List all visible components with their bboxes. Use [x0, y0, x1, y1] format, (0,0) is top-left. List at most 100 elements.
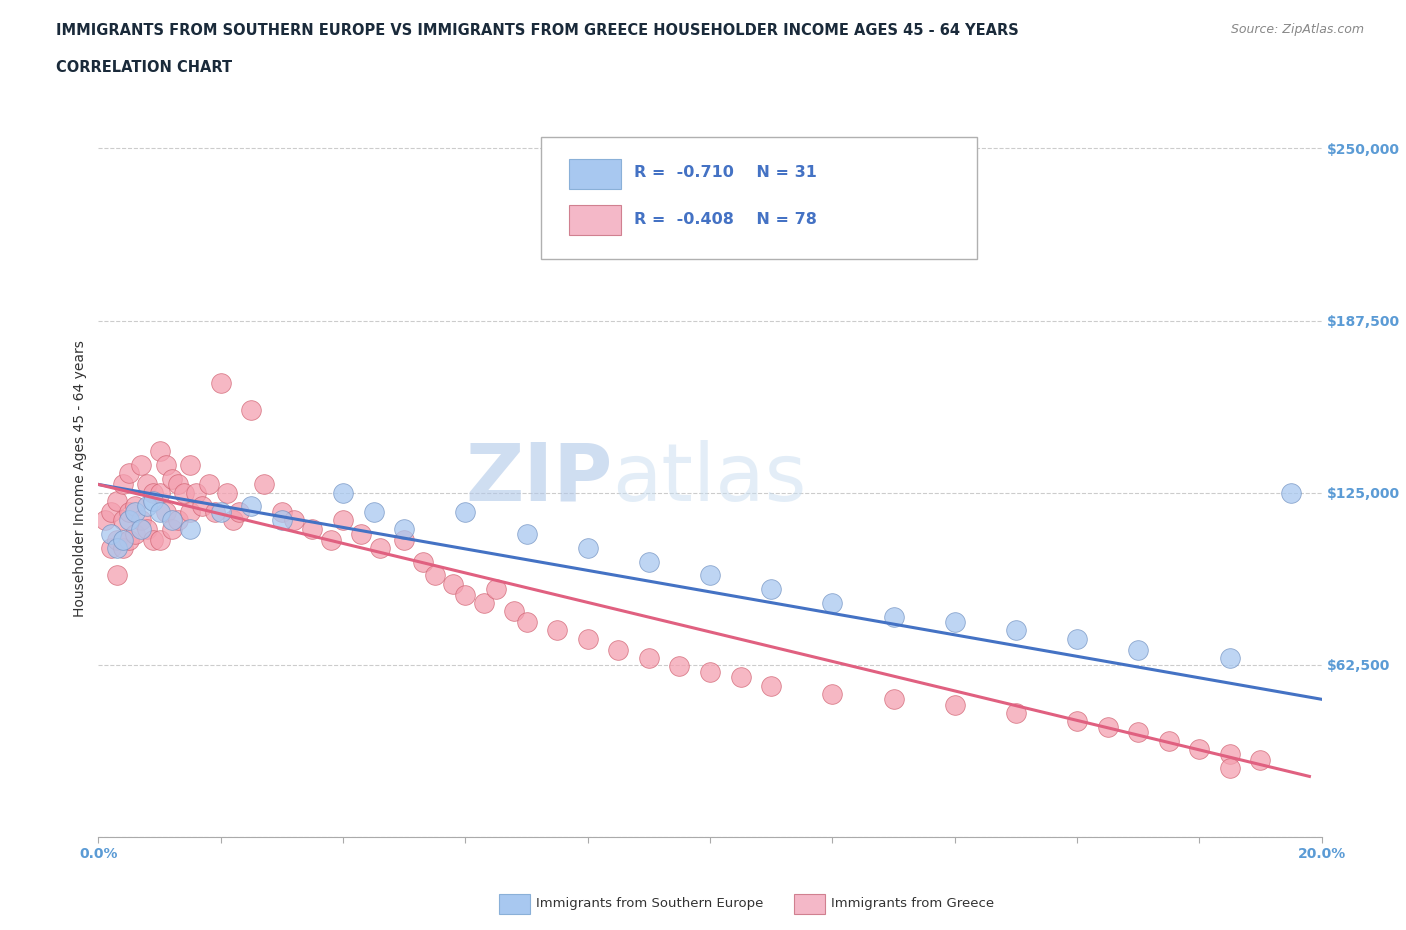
- Text: CORRELATION CHART: CORRELATION CHART: [56, 60, 232, 75]
- Point: [105, 540, 128, 555]
- Point: [111, 512, 134, 527]
- Point: [441, 577, 464, 591]
- Point: [821, 595, 844, 610]
- Point: [167, 512, 190, 527]
- Point: [730, 670, 752, 684]
- Point: [1279, 485, 1302, 500]
- Point: [943, 615, 966, 630]
- Point: [209, 505, 232, 520]
- Text: Source: ZipAtlas.com: Source: ZipAtlas.com: [1230, 23, 1364, 36]
- Point: [222, 512, 245, 527]
- Point: [759, 678, 782, 693]
- Point: [179, 521, 201, 536]
- Point: [155, 458, 177, 472]
- Point: [423, 568, 446, 583]
- Point: [516, 615, 538, 630]
- Point: [160, 472, 183, 486]
- Point: [105, 494, 128, 509]
- Point: [111, 532, 134, 547]
- Point: [485, 581, 508, 596]
- Text: IMMIGRANTS FROM SOUTHERN EUROPE VS IMMIGRANTS FROM GREECE HOUSEHOLDER INCOME AGE: IMMIGRANTS FROM SOUTHERN EUROPE VS IMMIG…: [56, 23, 1019, 38]
- Point: [191, 499, 214, 514]
- Point: [392, 521, 416, 536]
- Point: [270, 505, 292, 520]
- Point: [759, 581, 782, 596]
- Point: [118, 505, 141, 520]
- Point: [1157, 733, 1180, 748]
- Point: [100, 526, 122, 541]
- Point: [503, 604, 526, 618]
- Point: [149, 532, 172, 547]
- Point: [118, 512, 141, 527]
- Point: [129, 512, 152, 527]
- Point: [368, 540, 391, 555]
- Point: [155, 505, 177, 520]
- Point: [142, 494, 165, 509]
- Point: [215, 485, 238, 500]
- Point: [136, 477, 159, 492]
- Point: [699, 664, 721, 679]
- Point: [173, 485, 195, 500]
- Point: [179, 458, 201, 472]
- Point: [332, 512, 354, 527]
- Point: [124, 505, 146, 520]
- Point: [240, 403, 263, 418]
- Point: [160, 521, 183, 536]
- Point: [142, 485, 165, 500]
- Point: [1004, 623, 1026, 638]
- Point: [1219, 747, 1241, 762]
- Bar: [569, 159, 620, 189]
- Point: [105, 568, 128, 583]
- Point: [668, 658, 690, 673]
- Text: ZIP: ZIP: [465, 440, 612, 518]
- Text: Immigrants from Southern Europe: Immigrants from Southern Europe: [536, 897, 763, 910]
- Point: [454, 587, 477, 602]
- Point: [204, 505, 226, 520]
- Point: [472, 595, 495, 610]
- Point: [637, 651, 661, 666]
- Point: [118, 466, 141, 481]
- Point: [129, 458, 152, 472]
- Point: [1128, 724, 1150, 739]
- Point: [1249, 752, 1271, 767]
- Point: [240, 499, 263, 514]
- Point: [1188, 741, 1211, 756]
- Point: [100, 505, 122, 520]
- Point: [821, 686, 844, 701]
- Point: [301, 521, 323, 536]
- Point: [883, 609, 905, 624]
- Point: [546, 623, 568, 638]
- Point: [576, 540, 599, 555]
- Point: [1097, 720, 1119, 735]
- Point: [100, 540, 122, 555]
- Point: [1219, 761, 1241, 776]
- Point: [111, 477, 134, 492]
- Point: [454, 505, 477, 520]
- Point: [1128, 643, 1150, 658]
- Point: [105, 532, 128, 547]
- Point: [149, 485, 172, 500]
- Point: [179, 505, 201, 520]
- Point: [350, 526, 373, 541]
- Point: [516, 526, 538, 541]
- Point: [149, 444, 172, 458]
- Point: [93, 512, 115, 527]
- Point: [1066, 631, 1088, 646]
- Point: [209, 375, 232, 390]
- Text: Immigrants from Greece: Immigrants from Greece: [831, 897, 994, 910]
- Point: [124, 526, 146, 541]
- Point: [160, 512, 183, 527]
- Point: [637, 554, 661, 569]
- Point: [1004, 706, 1026, 721]
- FancyBboxPatch shape: [541, 137, 977, 259]
- Point: [118, 532, 141, 547]
- Point: [142, 532, 165, 547]
- Point: [111, 540, 134, 555]
- Point: [136, 499, 159, 514]
- Point: [363, 505, 385, 520]
- Point: [1066, 714, 1088, 729]
- Point: [319, 532, 342, 547]
- Point: [252, 477, 274, 492]
- Y-axis label: Householder Income Ages 45 - 64 years: Householder Income Ages 45 - 64 years: [73, 340, 87, 618]
- Point: [943, 698, 966, 712]
